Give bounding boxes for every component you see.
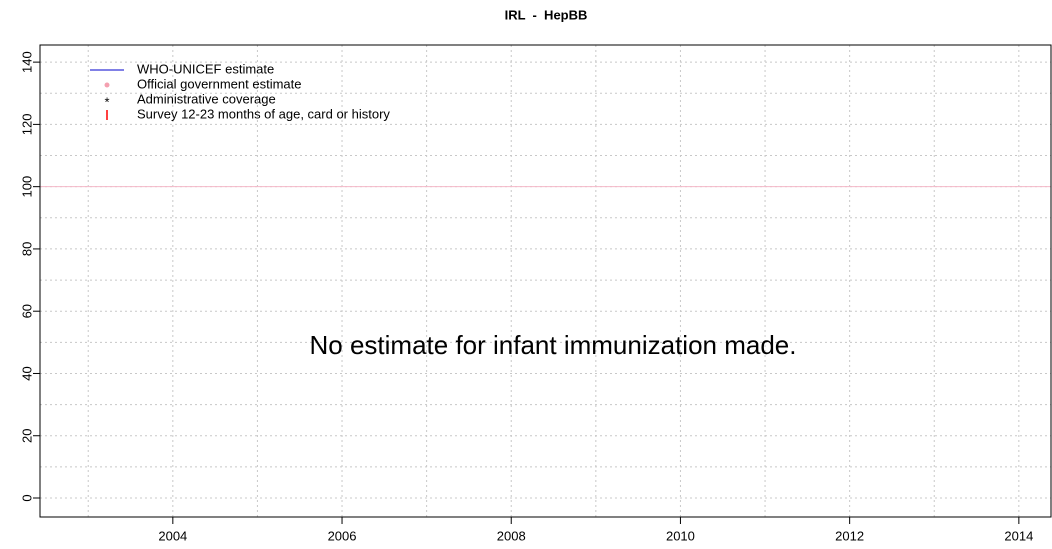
x-tick-label: 2008 xyxy=(497,528,526,543)
y-tick-label: 0 xyxy=(19,494,34,501)
legend-symbol: * xyxy=(104,94,109,109)
x-tick-label: 2012 xyxy=(835,528,864,543)
legend-label: Administrative coverage xyxy=(137,91,276,106)
y-tick-label: 100 xyxy=(19,176,34,198)
legend-label: Survey 12-23 months of age, card or hist… xyxy=(137,106,390,121)
plot-frame xyxy=(39,44,1052,518)
chart-title: IRL - HepBB xyxy=(505,7,588,22)
x-tick-label: 2014 xyxy=(1004,528,1033,543)
legend-label: Official government estimate xyxy=(137,76,302,91)
y-tick-label: 40 xyxy=(19,366,34,380)
y-tick-label: 80 xyxy=(19,242,34,256)
y-tick-label: 60 xyxy=(19,304,34,318)
y-tick-label: 120 xyxy=(19,114,34,136)
annotation: No estimate for infant immunization made… xyxy=(310,330,797,360)
x-tick-label: 2004 xyxy=(158,528,187,543)
legend-symbol xyxy=(104,82,110,88)
x-tick-label: 2006 xyxy=(328,528,357,543)
legend-label: WHO-UNICEF estimate xyxy=(137,61,274,76)
y-tick-label: 20 xyxy=(19,429,34,443)
x-tick-label: 2010 xyxy=(666,528,695,543)
y-tick-label: 140 xyxy=(19,51,34,73)
